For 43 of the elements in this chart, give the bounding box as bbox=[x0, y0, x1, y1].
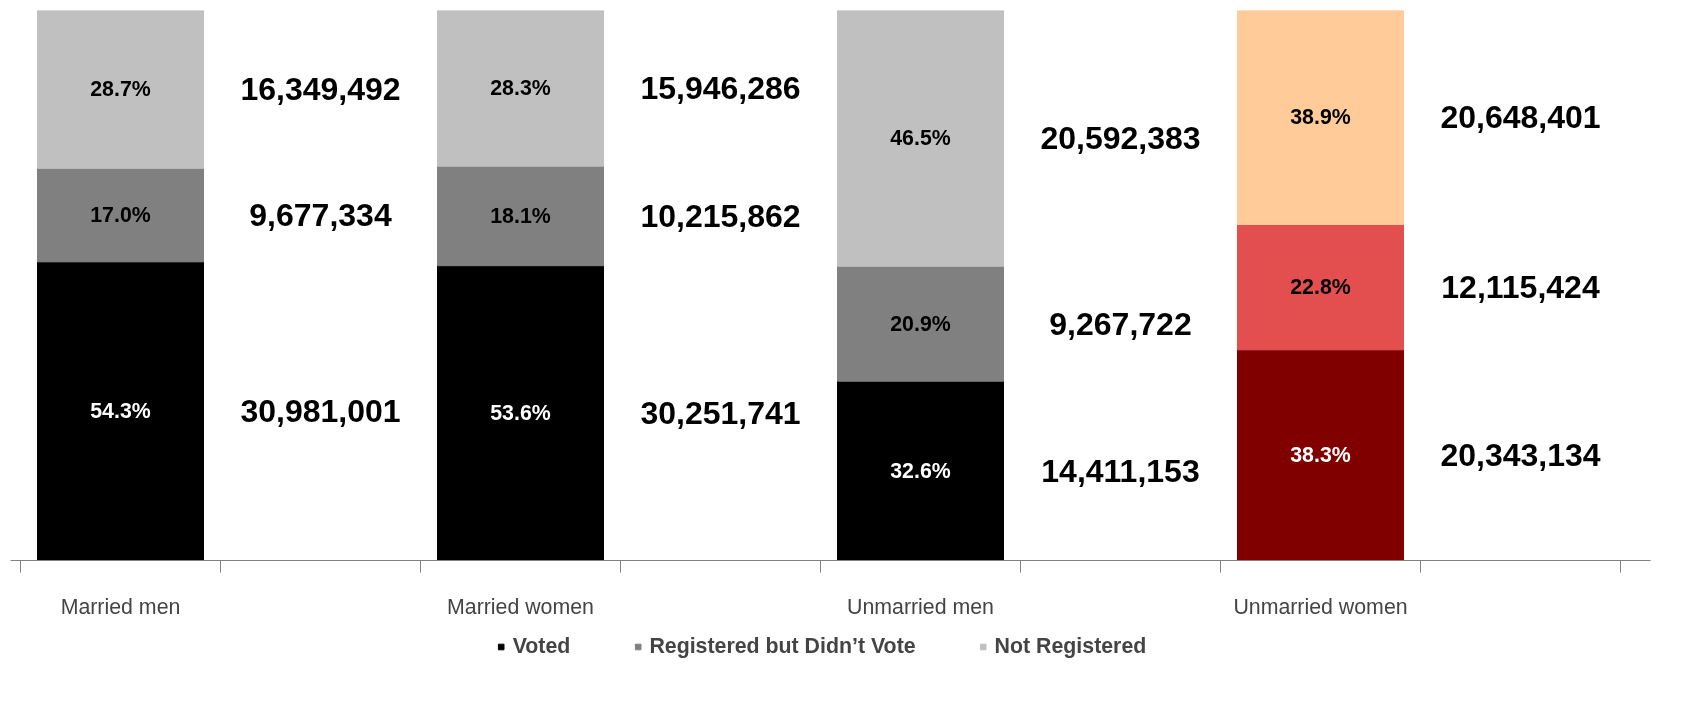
bar bbox=[437, 10, 604, 167]
annotation: 15,946,286 bbox=[640, 70, 801, 107]
data-label: 28.3% bbox=[490, 76, 551, 101]
annotation: 10,215,862 bbox=[640, 197, 801, 234]
bar bbox=[437, 165, 604, 267]
data-label: 18.1% bbox=[490, 203, 551, 228]
annotation: 30,251,741 bbox=[640, 395, 801, 432]
data-label: 17.0% bbox=[90, 203, 151, 228]
bar bbox=[437, 265, 604, 561]
data-label: 38.9% bbox=[1290, 105, 1351, 130]
bar bbox=[837, 265, 1004, 382]
data-label: 28.7% bbox=[90, 77, 151, 102]
data-label: 22.8% bbox=[1290, 275, 1351, 300]
bar bbox=[1237, 10, 1404, 225]
bar bbox=[37, 10, 204, 169]
bar bbox=[837, 10, 1004, 267]
annotation: 20,648,401 bbox=[1440, 99, 1601, 136]
data-label: 54.3% bbox=[90, 399, 151, 424]
annotation: 20,592,383 bbox=[1040, 120, 1201, 157]
data-label: 38.3% bbox=[1290, 443, 1351, 468]
x-tick-label: Married men bbox=[60, 594, 181, 619]
data-label: 32.6% bbox=[890, 458, 951, 483]
x-tick-label: Married women bbox=[447, 594, 594, 619]
legend-label: Voted bbox=[512, 633, 571, 659]
annotation: 20,343,134 bbox=[1440, 437, 1601, 474]
annotation: 14,411,153 bbox=[1041, 452, 1200, 489]
bar bbox=[1237, 223, 1404, 351]
annotation: 9,677,334 bbox=[249, 197, 392, 234]
data-label: 53.6% bbox=[490, 401, 551, 426]
data-label: 46.5% bbox=[890, 126, 951, 151]
annotation: 9,267,722 bbox=[1049, 305, 1192, 342]
bar bbox=[1237, 349, 1404, 561]
bar bbox=[37, 261, 204, 561]
bar bbox=[837, 380, 1004, 561]
bar bbox=[37, 167, 204, 263]
annotation: 16,349,492 bbox=[240, 71, 401, 108]
x-tick-label: Unmarried men bbox=[847, 594, 994, 619]
legend-label: Registered but Didn’t Vote bbox=[649, 633, 916, 659]
data-label: 20.9% bbox=[890, 311, 951, 336]
annotation: 30,981,001 bbox=[240, 393, 401, 430]
x-tick-label: Unmarried women bbox=[1233, 594, 1408, 619]
legend-label: Not Registered bbox=[994, 633, 1147, 659]
annotation: 12,115,424 bbox=[1441, 269, 1600, 306]
